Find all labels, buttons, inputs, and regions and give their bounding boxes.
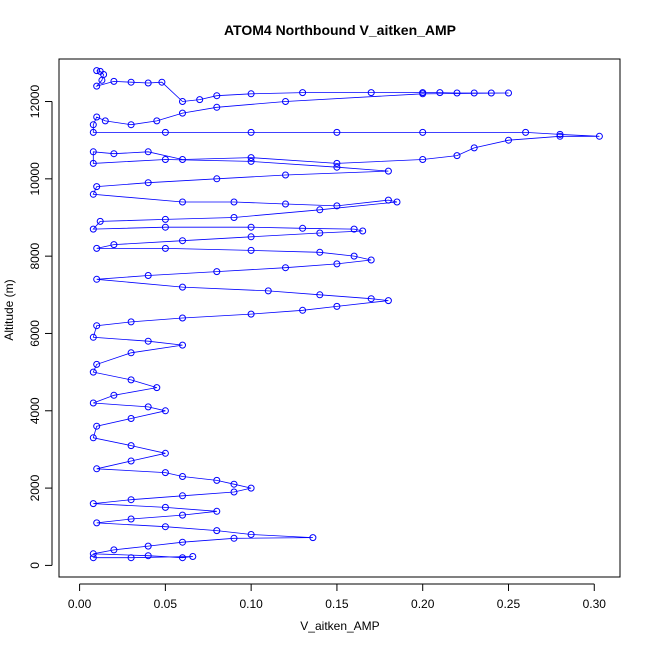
y-tick-label: 4000 (28, 397, 42, 424)
y-tick-label: 0 (28, 562, 42, 569)
x-axis-label: V_aitken_AMP (300, 619, 379, 633)
x-tick-label: 0.30 (583, 597, 607, 611)
y-tick-label: 8000 (28, 242, 42, 269)
x-tick-label: 0.00 (68, 597, 92, 611)
y-tick-label: 2000 (28, 474, 42, 501)
x-tick-label: 0.15 (325, 597, 349, 611)
x-tick-label: 0.20 (411, 597, 435, 611)
y-tick-label: 10000 (28, 162, 42, 196)
x-tick-label: 0.25 (497, 597, 521, 611)
chart-title: ATOM4 Northbound V_aitken_AMP (224, 22, 456, 38)
x-tick-label: 0.05 (154, 597, 178, 611)
y-tick-label: 6000 (28, 320, 42, 347)
y-axis-label: Altitude (m) (2, 279, 16, 340)
y-tick-label: 12000 (28, 85, 42, 119)
x-tick-label: 0.10 (239, 597, 263, 611)
